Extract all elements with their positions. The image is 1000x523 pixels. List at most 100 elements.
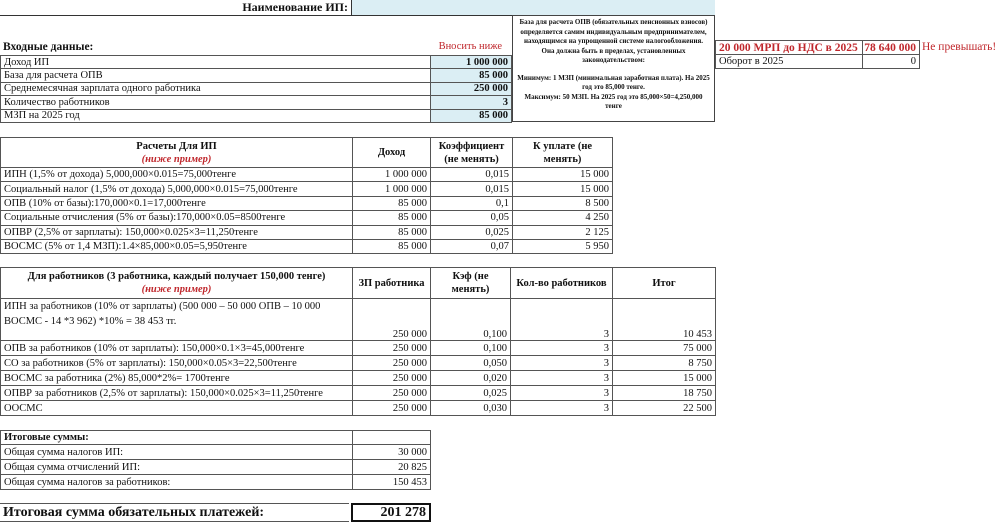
ip-name-label: Наименование ИП:	[242, 0, 348, 14]
emp-row-count: 3	[510, 340, 613, 356]
input-label: База для расчета ОПВ	[0, 68, 431, 83]
input-value[interactable]: 3	[430, 95, 512, 110]
ip-row-pay: 2 125	[512, 224, 613, 240]
emp-row-salary: 250 000	[352, 298, 431, 341]
totals-row-value: 150 453	[352, 474, 431, 490]
divider	[0, 15, 715, 16]
ip-name-input[interactable]	[351, 0, 715, 15]
ip-row-label: ОПВР (2,5% от зарплаты): 150,000×0.025×3…	[0, 224, 353, 240]
emp-row-salary: 250 000	[352, 355, 431, 371]
emp-row-total: 22 500	[612, 400, 716, 416]
ip-row-coef: 0,05	[430, 210, 513, 226]
info-p3: Максимум: 50 МЗП. На 2025 год это 85,000…	[524, 92, 703, 111]
emp-row-coef: 0,100	[430, 298, 511, 341]
input-value[interactable]: 250 000	[430, 81, 512, 97]
inputs-title: Входные данные:	[3, 41, 94, 53]
totals-row-value: 30 000	[352, 444, 431, 460]
emp-calc-subtitle: (ниже пример)	[141, 284, 212, 295]
emp-row-count: 3	[510, 400, 613, 416]
emp-row-label: ОПВ за работников (10% от зарплаты): 150…	[0, 340, 353, 356]
emp-row-label: ВОСМС за работника (2%) 85,000*2%= 1700т…	[0, 370, 353, 386]
ip-row-label: Социальные отчисления (5% от базы):170,0…	[0, 210, 353, 226]
info-p2: Минимум: 1 МЗП (минимальная заработная п…	[517, 73, 710, 92]
totals-empty	[352, 430, 431, 445]
input-label: Доход ИП	[0, 55, 431, 70]
limit-warning: Не превышать!	[922, 41, 997, 53]
ip-row-income: 85 000	[352, 195, 431, 212]
input-value[interactable]: 1 000 000	[430, 55, 512, 70]
emp-row-total: 15 000	[612, 370, 716, 386]
ip-row-pay: 5 950	[512, 239, 613, 255]
emp-row-salary: 250 000	[352, 370, 431, 386]
ip-row-income: 85 000	[352, 210, 431, 226]
emp-row-total: 8 750	[612, 355, 716, 371]
emp-row-count: 3	[510, 298, 613, 341]
col-count: Кол-во работников	[510, 267, 613, 299]
ip-row-coef: 0,07	[430, 239, 513, 255]
emp-calc-header: Для работников (3 работника, каждый полу…	[0, 267, 353, 299]
input-label: Количество работников	[0, 95, 431, 110]
emp-row-coef: 0,050	[430, 355, 511, 371]
emp-row-coef: 0,020	[430, 370, 511, 386]
col-coef: Коэффициент (не менять)	[430, 137, 513, 168]
turnover-value[interactable]: 0	[862, 54, 920, 69]
input-value[interactable]: 85 000	[430, 68, 512, 83]
ip-row-income: 85 000	[352, 239, 431, 255]
ip-row-pay: 8 500	[512, 195, 613, 212]
totals-row-label: Общая сумма налогов за работников:	[0, 474, 353, 490]
emp-row-count: 3	[510, 385, 613, 401]
input-label: Среднемесячная зарплата одного работника	[0, 81, 431, 97]
limit-label: 20 000 МРП до НДС в 2025	[715, 40, 863, 55]
emp-row-label: ООСМС	[0, 400, 353, 416]
inputs-hint: Вносить ниже	[438, 41, 502, 52]
ip-row-label: ВОСМС (5% от 1,4 МЗП):1.4×85,000×0.05=5,…	[0, 239, 353, 255]
ip-row-pay: 15 000	[512, 181, 613, 197]
emp-row-coef: 0,030	[430, 400, 511, 416]
totals-row-label: Общая сумма налогов ИП:	[0, 444, 353, 460]
emp-row-count: 3	[510, 355, 613, 371]
ip-row-coef: 0,1	[430, 195, 513, 212]
ip-row-coef: 0,025	[430, 224, 513, 240]
ip-row-coef: 0,015	[430, 181, 513, 197]
totals-title: Итоговые суммы:	[0, 430, 353, 445]
info-p1: База для расчета ОПВ (обязательных пенси…	[519, 18, 708, 64]
ip-calc-header: Расчеты Для ИП (ниже пример)	[0, 137, 353, 168]
emp-row-label: ИПН за работников (10% от зарплаты) (500…	[0, 298, 353, 341]
ip-calc-subtitle: (ниже пример)	[141, 153, 212, 165]
totals-row-label: Общая сумма отчислений ИП:	[0, 459, 353, 475]
col-pay: К уплате (не менять)	[512, 137, 613, 168]
ip-row-pay: 4 250	[512, 210, 613, 226]
col-income: Доход	[352, 137, 431, 168]
ip-row-income: 85 000	[352, 224, 431, 240]
emp-row-label: ОПВР за работников (2,5% от зарплаты): 1…	[0, 385, 353, 401]
col-salary: ЗП работника	[352, 267, 431, 299]
ip-row-income: 1 000 000	[352, 167, 431, 183]
ip-row-label: ИПН (1,5% от дохода) 5,000,000×0.015=75,…	[0, 167, 353, 183]
opv-info-box: База для расчета ОПВ (обязательных пенси…	[512, 15, 715, 122]
emp-row-total: 75 000	[612, 340, 716, 356]
grand-total-label: Итоговая сумма обязательных платежей:	[0, 503, 349, 522]
ip-row-coef: 0,015	[430, 167, 513, 183]
emp-calc-title: Для работников (3 работника, каждый полу…	[27, 271, 326, 282]
ip-row-income: 1 000 000	[352, 181, 431, 197]
col-total: Итог	[612, 267, 716, 299]
ip-calc-title: Расчеты Для ИП	[136, 140, 217, 152]
emp-row-count: 3	[510, 370, 613, 386]
emp-row-total: 18 750	[612, 385, 716, 401]
limit-value: 78 640 000	[862, 40, 920, 55]
emp-row-total: 10 453	[612, 298, 716, 341]
input-label: МЗП на 2025 год	[0, 108, 431, 123]
ip-row-label: ОПВ (10% от базы):170,000×0.1=17,000тенг…	[0, 195, 353, 212]
emp-row-salary: 250 000	[352, 340, 431, 356]
emp-row-salary: 250 000	[352, 385, 431, 401]
emp-row-label: СО за работников (5% от зарплаты): 150,0…	[0, 355, 353, 371]
totals-row-value: 20 825	[352, 459, 431, 475]
ip-row-label: Социальный налог (1,5% от дохода) 5,000,…	[0, 181, 353, 197]
emp-row-salary: 250 000	[352, 400, 431, 416]
turnover-label: Оборот в 2025	[715, 54, 863, 69]
col-emp-coef: Кэф (не менять)	[430, 267, 511, 299]
emp-row-coef: 0,025	[430, 385, 511, 401]
input-value[interactable]: 85 000	[430, 108, 512, 123]
ip-row-pay: 15 000	[512, 167, 613, 183]
grand-total-value: 201 278	[351, 503, 431, 522]
